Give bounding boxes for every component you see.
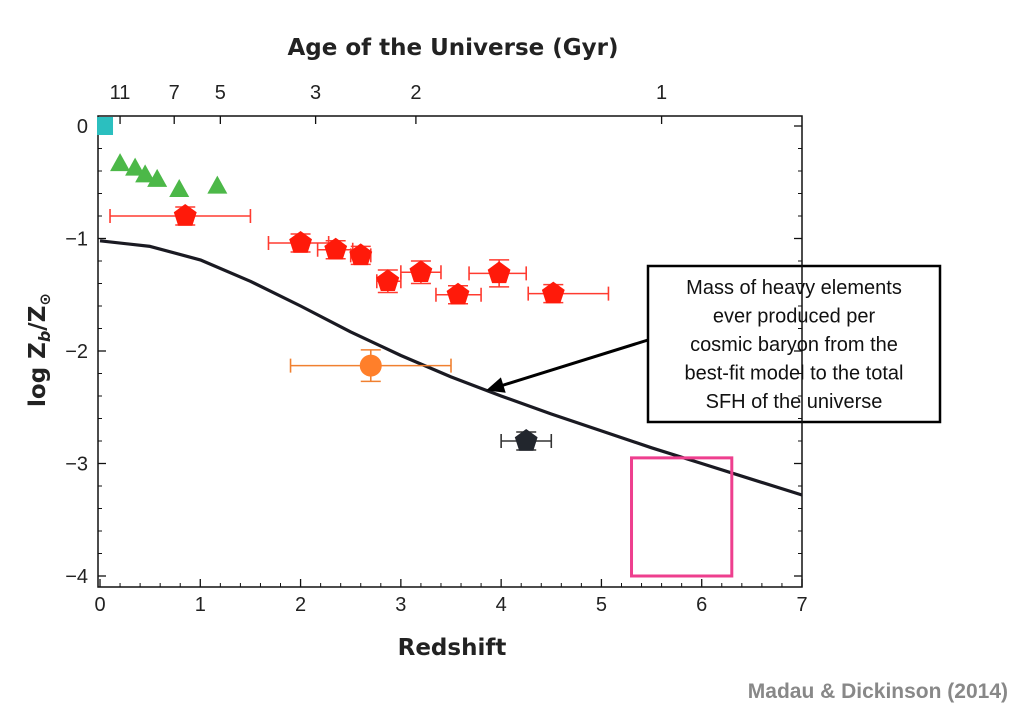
pentagon-marker: [376, 269, 400, 291]
x-tick-label: 2: [295, 594, 306, 616]
series-pentagon: [109, 204, 610, 305]
top-tick-label: 11: [110, 82, 131, 104]
pentagon-marker: [487, 261, 511, 284]
annotation-line: ever produced per: [713, 306, 876, 328]
y-axis-title-sub: ⊙: [36, 293, 54, 306]
x-axis-title: Redshift: [398, 635, 507, 661]
x-tick-label: 6: [696, 594, 707, 616]
pentagon-marker: [409, 260, 433, 282]
annotation-arrow-line: [495, 338, 649, 389]
series-pentagon: [500, 429, 553, 451]
pentagon-marker: [514, 429, 538, 451]
circle-marker: [359, 354, 382, 377]
top-tick-label: 5: [215, 82, 226, 104]
x-tick-label: 7: [796, 594, 807, 616]
x-tick-label: 0: [94, 594, 105, 616]
square-marker: [97, 117, 114, 135]
y-axis-title-part: /Z: [25, 306, 51, 331]
pentagon-marker: [173, 204, 197, 226]
y-tick-label: −4: [65, 566, 88, 588]
annotation-line: SFH of the universe: [706, 391, 883, 413]
y-tick-label: −2: [65, 341, 88, 363]
credit: Madau & Dickinson (2014): [748, 680, 1008, 703]
series-square: [97, 117, 114, 135]
y-tick-label: −3: [65, 454, 88, 476]
annotation-line: Mass of heavy elements: [686, 277, 902, 299]
triangle-marker: [147, 168, 168, 187]
top-tick-label: 7: [169, 82, 180, 104]
axes: 0 1 2 3 4 5 6 7 0 −1 −2 −3 −4 11 7 5 3 2 1: [65, 82, 807, 616]
y-axis-title-sub: b: [35, 331, 54, 342]
constraint-box: [630, 456, 734, 578]
x-tick-label: 1: [195, 594, 206, 616]
triangle-marker: [207, 175, 228, 194]
pentagon-marker: [349, 243, 373, 266]
triangle-marker: [110, 153, 131, 172]
y-axis-title: log Zb/Z⊙: [25, 293, 54, 407]
x-tick-label: 5: [596, 594, 607, 616]
top-axis-title: Age of the Universe (Gyr): [287, 35, 618, 61]
top-tick-label: 2: [410, 82, 421, 104]
top-tick-label: 1: [656, 82, 667, 104]
y-tick-label: −1: [65, 229, 88, 251]
pentagon-marker: [289, 231, 312, 253]
y-tick-label: 0: [77, 116, 88, 138]
annotation: Mass of heavy elements ever produced per c…: [486, 277, 904, 413]
top-tick-label: 3: [310, 82, 321, 104]
triangle-marker: [125, 157, 146, 176]
x-tick-label: 4: [496, 594, 507, 616]
y-axis-title-part: log Z: [25, 342, 51, 407]
annotation-arrow-head: [486, 377, 506, 393]
series-circle: [289, 349, 452, 383]
annotation-box: [646, 264, 942, 424]
x-tick-label: 3: [395, 594, 406, 616]
pentagon-marker: [324, 237, 348, 260]
pentagon-marker: [541, 281, 565, 304]
annotation-line: best-fit model to the total: [684, 363, 903, 385]
triangle-marker: [135, 164, 156, 183]
triangle-marker: [169, 179, 190, 197]
pentagon-marker: [446, 282, 470, 305]
series-triangle: [110, 153, 228, 197]
annotation-line: cosmic baryon from the: [690, 334, 898, 356]
